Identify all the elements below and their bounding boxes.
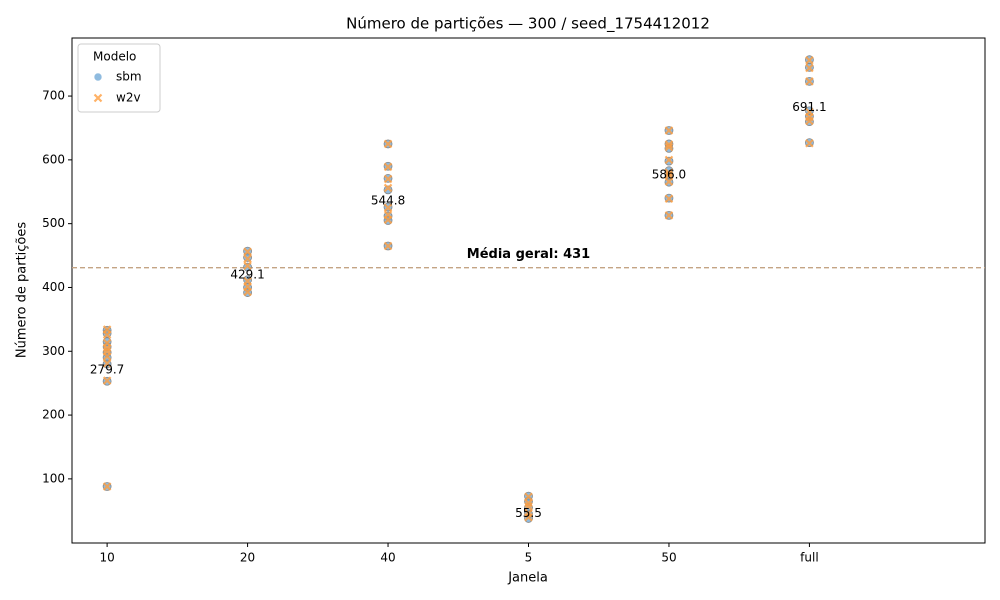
point — [805, 116, 814, 126]
point — [383, 162, 393, 172]
point — [243, 287, 252, 297]
point — [102, 359, 112, 368]
point — [805, 77, 814, 86]
legend-label: w2v — [116, 91, 141, 105]
point — [102, 482, 112, 491]
point — [102, 376, 112, 385]
mean-value-label: 429.1 — [230, 267, 264, 281]
point — [102, 352, 112, 361]
y-tick-label: 100 — [42, 471, 65, 485]
point — [383, 174, 393, 184]
legend-title: Modelo — [93, 50, 136, 64]
point — [805, 56, 814, 65]
y-tick-label: 200 — [42, 408, 65, 422]
point — [243, 254, 252, 264]
point — [383, 185, 393, 195]
point — [805, 63, 814, 73]
y-tick-label: 600 — [42, 152, 65, 166]
point — [383, 241, 393, 251]
legend-label: sbm — [116, 70, 142, 84]
mean-value-label: 279.7 — [90, 363, 124, 377]
point — [383, 183, 393, 193]
point — [383, 215, 393, 225]
x-tick-label: 10 — [99, 551, 114, 565]
point — [664, 126, 674, 135]
x-axis-label: Janela — [507, 571, 548, 586]
x-tick-label: 50 — [661, 551, 676, 565]
point — [664, 211, 674, 220]
point — [93, 72, 103, 82]
y-tick-label: 400 — [42, 280, 65, 294]
y-tick-label: 500 — [42, 216, 65, 230]
point — [664, 170, 674, 180]
point — [664, 177, 674, 186]
point — [524, 502, 533, 511]
legend-box — [77, 43, 161, 113]
y-axis-label: Número de partições — [15, 222, 30, 359]
point — [243, 247, 252, 257]
x-tick-label: 5 — [525, 551, 533, 565]
mean-value-label: 544.8 — [371, 194, 405, 208]
point — [805, 138, 814, 148]
chart-title: Número de partições — 300 / seed_1754412… — [346, 15, 710, 34]
mean-value-label: 55.5 — [515, 506, 542, 520]
mean-value-label: 691.1 — [792, 100, 826, 114]
x-tick-label: full — [800, 551, 819, 565]
point — [102, 330, 112, 339]
point — [524, 512, 533, 522]
point — [383, 203, 393, 212]
point — [383, 139, 393, 149]
point — [93, 93, 103, 103]
point — [664, 140, 674, 149]
point — [524, 492, 533, 502]
point — [243, 261, 252, 271]
point — [664, 168, 674, 177]
point — [664, 155, 674, 165]
x-tick-label: 20 — [240, 551, 255, 565]
x-tick-label: 40 — [380, 551, 395, 565]
y-tick-label: 700 — [42, 89, 65, 103]
y-tick-label: 300 — [42, 344, 65, 358]
point — [664, 142, 674, 152]
mean-value-label: 586.0 — [652, 167, 686, 181]
point — [664, 194, 674, 204]
plot-frame — [71, 37, 986, 544]
mean-label: Média geral: 431 — [467, 247, 590, 262]
